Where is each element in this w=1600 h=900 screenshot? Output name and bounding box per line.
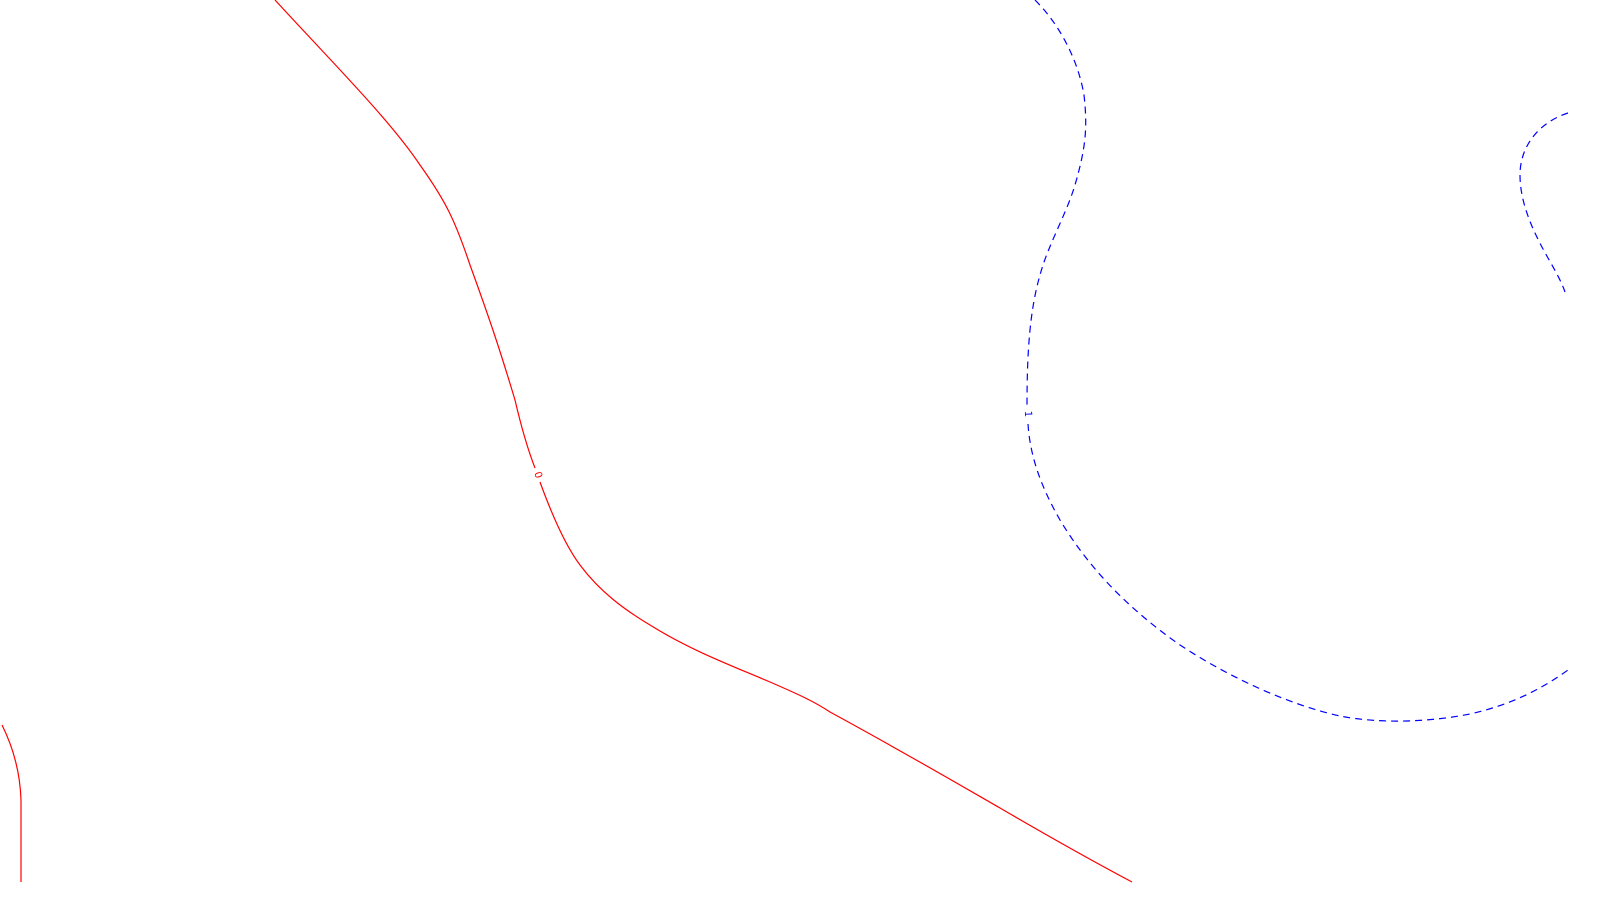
contour-line-level-0-segment-2 — [539, 481, 1133, 883]
contour-line-level-0-segment-1 — [274, 0, 536, 469]
contour-line-level-1-segment-1 — [1026, 0, 1087, 406]
contour-line-level-1-segment-2 — [1027, 423, 1569, 722]
contour-lines — [1, 0, 1569, 883]
contour-label-level-0: 0 — [531, 471, 543, 480]
contour-label-level-1: 1 — [1022, 411, 1033, 418]
contour-line-level-1-segment-3 — [1519, 112, 1569, 293]
contour-labels: 01 — [531, 411, 1033, 480]
contour-line-level-0-segment-3 — [1, 724, 22, 882]
